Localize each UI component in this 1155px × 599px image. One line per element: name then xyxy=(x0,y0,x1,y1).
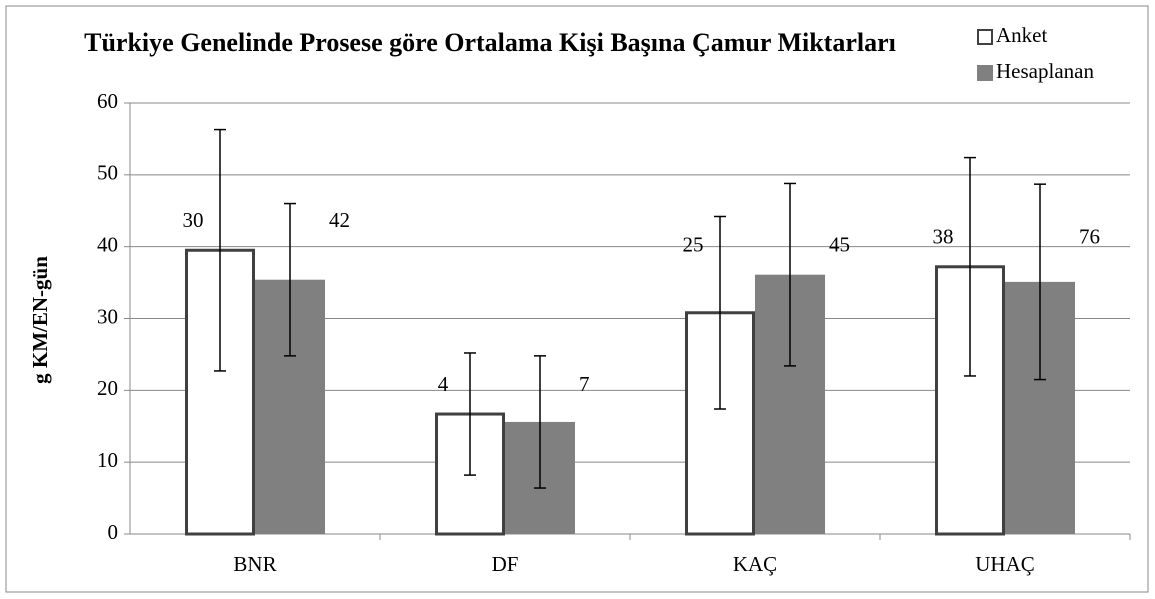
y-tick-label: 50 xyxy=(97,161,118,185)
y-tick-label: 0 xyxy=(108,520,119,544)
annotation: 7 xyxy=(579,372,590,396)
y-tick-label: 10 xyxy=(97,448,118,472)
chart-border xyxy=(5,5,1149,593)
y-tick-label: 30 xyxy=(97,304,118,328)
legend-swatch xyxy=(977,29,993,45)
chart-title: Türkiye Genelinde Prosese göre Ortalama … xyxy=(84,28,896,57)
annotation: 45 xyxy=(829,232,850,256)
x-tick-label: BNR xyxy=(233,552,276,576)
y-axis-label: g KM/EN-gün xyxy=(28,256,52,384)
x-tick-label: KAÇ xyxy=(733,552,777,576)
annotation: 42 xyxy=(329,208,350,232)
annotation: 30 xyxy=(183,208,204,232)
y-tick-label: 20 xyxy=(97,376,118,400)
x-tick-label: DF xyxy=(492,552,519,576)
legend-label: Anket xyxy=(996,23,1047,47)
annotation: 4 xyxy=(438,372,449,396)
legend-swatch xyxy=(977,65,993,81)
y-tick-label: 60 xyxy=(97,89,118,113)
annotation: 25 xyxy=(683,232,704,256)
x-tick-label: UHAÇ xyxy=(975,552,1035,576)
legend-label: Hesaplanan xyxy=(996,59,1094,83)
y-tick-label: 40 xyxy=(97,232,118,256)
annotation: 38 xyxy=(933,225,954,249)
annotation: 76 xyxy=(1079,225,1100,249)
